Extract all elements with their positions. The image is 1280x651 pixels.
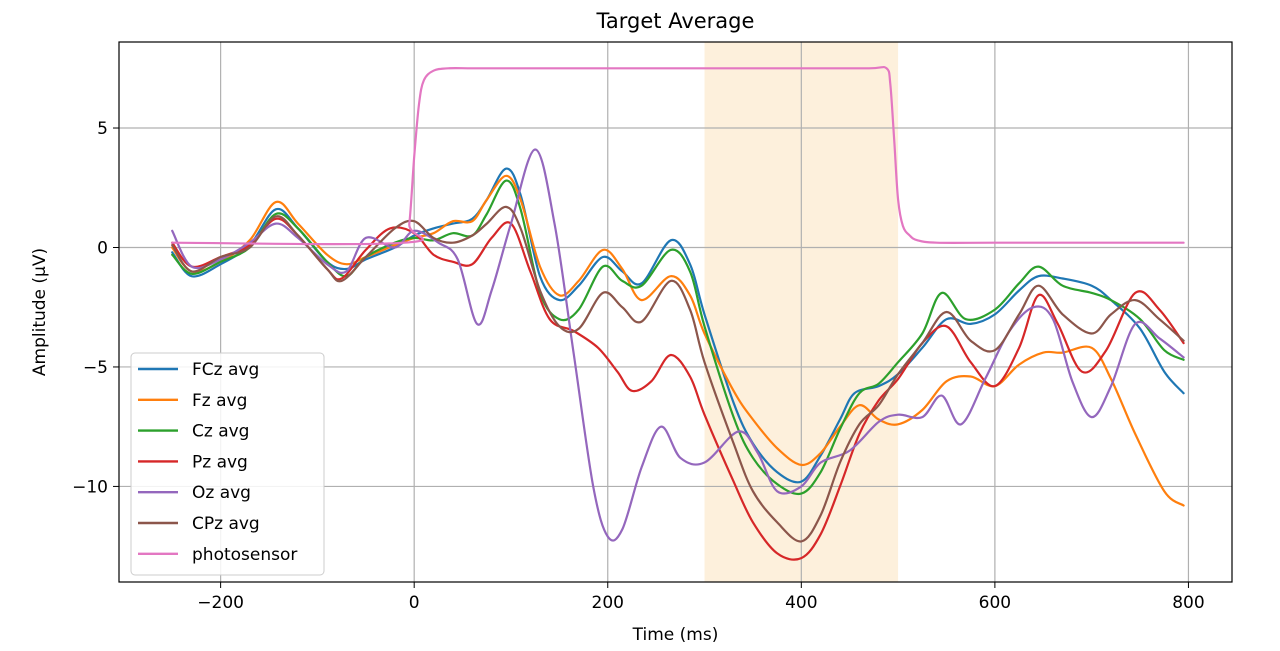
tick-layer: −200 0 200 400 600 800 −10 −5 0 5: [72, 119, 1205, 613]
y-tick-label: −10: [72, 477, 108, 497]
series-line-photosensor: [171, 65, 1185, 246]
x-axis-label: Time (ms): [632, 625, 719, 645]
series-line-fz-avg: [171, 174, 1185, 507]
legend-box: [130, 352, 325, 576]
plot-frame: [118, 41, 1233, 583]
x-tick-label: −200: [197, 593, 244, 613]
x-tick-label: 200: [592, 593, 624, 613]
y-tick-label: 0: [97, 238, 108, 258]
legend-label: photosensor: [192, 545, 297, 565]
y-tick-label: −5: [83, 358, 108, 378]
y-axis-label: Amplitude (μV): [30, 248, 50, 376]
series-line-pz-avg: [171, 217, 1185, 561]
legend: FCz avg Fz avg Cz avg Pz avg Oz avg CPz avg ph…: [130, 352, 325, 576]
x-tick-label: 400: [785, 593, 817, 613]
legend-label: Oz avg: [192, 483, 251, 503]
x-tick-label: 600: [979, 593, 1011, 613]
legend-label: Cz avg: [192, 422, 249, 442]
chart-title: Target Average: [596, 9, 755, 33]
legend-label: Pz avg: [192, 452, 248, 472]
legend-label: Fz avg: [192, 391, 247, 411]
series-layer: [171, 65, 1185, 561]
series-line-cpz-avg: [171, 205, 1185, 543]
x-tick-label: 0: [409, 593, 420, 613]
legend-label: CPz avg: [192, 514, 260, 534]
y-tick-label: 5: [97, 119, 108, 139]
legend-label: FCz avg: [192, 360, 259, 380]
x-tick-label: 800: [1172, 593, 1204, 613]
